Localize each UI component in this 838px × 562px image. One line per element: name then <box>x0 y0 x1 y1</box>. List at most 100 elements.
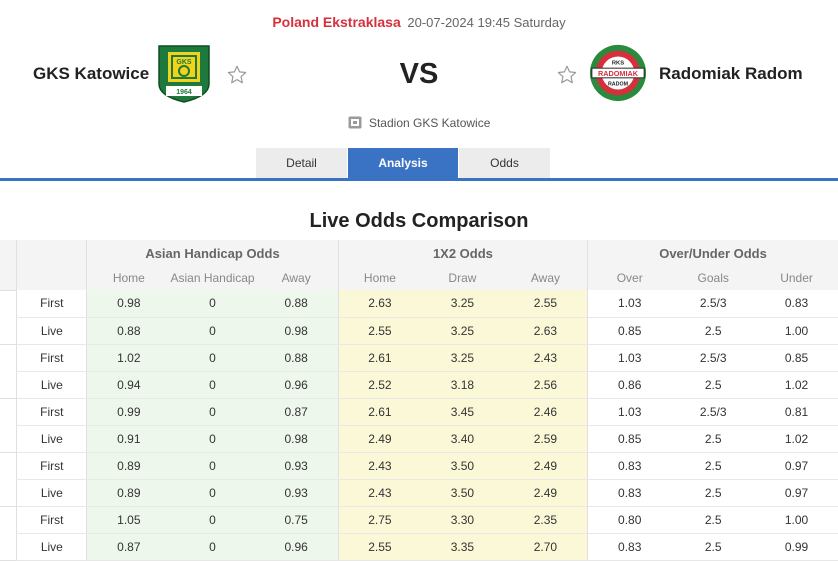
x12-home-odds[interactable]: 2.61 <box>337 344 422 372</box>
favorite-home-star-icon[interactable] <box>226 64 248 86</box>
ou-under-odds[interactable]: 1.02 <box>755 425 838 453</box>
odds-row[interactable]: First 0.99 0 0.87 2.61 3.45 2.46 1.03 2.5/3 0.81 <box>0 397 838 426</box>
x12-draw-odds[interactable]: 3.25 <box>421 317 504 345</box>
odds-row[interactable]: Live 0.91 0 0.98 2.49 3.40 2.59 0.85 2.5 1.02 <box>0 425 838 453</box>
ou-under-odds[interactable]: 1.00 <box>755 317 838 345</box>
ah-handicap-line[interactable]: 0 <box>170 344 255 372</box>
x12-away-odds[interactable]: 2.59 <box>503 425 588 453</box>
odds-row[interactable]: Live 0.88 0 0.98 2.55 3.25 2.63 0.85 2.5 1.00 <box>0 317 838 345</box>
ah-handicap-line[interactable]: 0 <box>170 479 255 507</box>
home-team-name[interactable]: GKS Katowice <box>33 64 150 83</box>
ou-under-odds[interactable]: 0.97 <box>755 452 838 480</box>
ou-goals-line[interactable]: 2.5 <box>671 371 756 399</box>
x12-away-odds[interactable]: 2.56 <box>503 371 588 399</box>
tab-analysis[interactable]: Analysis <box>348 148 458 178</box>
ou-over-odds[interactable]: 1.03 <box>587 398 672 426</box>
favorite-away-star-icon[interactable] <box>556 64 578 86</box>
away-team-name[interactable]: Radomiak Radom <box>659 64 803 83</box>
ah-home-odds[interactable]: 1.05 <box>86 506 171 534</box>
ah-home-odds[interactable]: 0.98 <box>86 290 171 318</box>
ou-over-odds[interactable]: 0.83 <box>587 452 672 480</box>
ou-goals-line[interactable]: 2.5/3 <box>671 398 756 426</box>
ou-under-odds[interactable]: 1.02 <box>755 371 838 399</box>
ou-over-odds[interactable]: 0.85 <box>587 317 672 345</box>
x12-draw-odds[interactable]: 3.50 <box>421 452 504 480</box>
x12-draw-odds[interactable]: 3.25 <box>421 290 504 318</box>
ou-under-odds[interactable]: 0.85 <box>755 344 838 372</box>
x12-home-odds[interactable]: 2.61 <box>337 398 422 426</box>
ah-handicap-line[interactable]: 0 <box>170 290 255 318</box>
x12-home-odds[interactable]: 2.55 <box>337 533 422 561</box>
ou-goals-line[interactable]: 2.5/3 <box>671 344 756 372</box>
ah-home-odds[interactable]: 0.94 <box>86 371 171 399</box>
ou-goals-line[interactable]: 2.5 <box>671 425 756 453</box>
odds-row[interactable]: First 0.98 0 0.88 2.63 3.25 2.55 1.03 2.5/3 0.83 <box>0 289 838 318</box>
x12-away-odds[interactable]: 2.43 <box>503 344 588 372</box>
ou-over-odds[interactable]: 0.83 <box>587 479 672 507</box>
x12-draw-odds[interactable]: 3.40 <box>421 425 504 453</box>
ah-handicap-line[interactable]: 0 <box>170 398 255 426</box>
odds-row[interactable]: Live 0.87 0 0.96 2.55 3.35 2.70 0.83 2.5 0.99 <box>0 533 838 561</box>
away-team-logo[interactable]: RKS RADOMIAK RADOM <box>588 43 648 103</box>
ah-home-odds[interactable]: 0.87 <box>86 533 171 561</box>
x12-home-odds[interactable]: 2.43 <box>337 479 422 507</box>
ou-over-odds[interactable]: 0.85 <box>587 425 672 453</box>
ou-goals-line[interactable]: 2.5/3 <box>671 290 756 318</box>
x12-draw-odds[interactable]: 3.50 <box>421 479 504 507</box>
ou-under-odds[interactable]: 1.00 <box>755 506 838 534</box>
ou-over-odds[interactable]: 1.03 <box>587 344 672 372</box>
x12-home-odds[interactable]: 2.55 <box>337 317 422 345</box>
ou-goals-line[interactable]: 2.5 <box>671 533 756 561</box>
ou-goals-line[interactable]: 2.5 <box>671 479 756 507</box>
ah-handicap-line[interactable]: 0 <box>170 506 255 534</box>
x12-away-odds[interactable]: 2.49 <box>503 452 588 480</box>
odds-row[interactable]: First 0.89 0 0.93 2.43 3.50 2.49 0.83 2.5 0.97 <box>0 451 838 480</box>
x12-home-odds[interactable]: 2.49 <box>337 425 422 453</box>
ah-away-odds[interactable]: 0.98 <box>254 425 339 453</box>
ah-handicap-line[interactable]: 0 <box>170 317 255 345</box>
x12-home-odds[interactable]: 2.43 <box>337 452 422 480</box>
ah-away-odds[interactable]: 0.96 <box>254 533 339 561</box>
ou-under-odds[interactable]: 0.97 <box>755 479 838 507</box>
ah-home-odds[interactable]: 0.91 <box>86 425 171 453</box>
odds-row[interactable]: First 1.02 0 0.88 2.61 3.25 2.43 1.03 2.5/3 0.85 <box>0 343 838 372</box>
ou-over-odds[interactable]: 0.83 <box>587 533 672 561</box>
ou-goals-line[interactable]: 2.5 <box>671 317 756 345</box>
ah-away-odds[interactable]: 0.87 <box>254 398 339 426</box>
x12-away-odds[interactable]: 2.49 <box>503 479 588 507</box>
tab-odds[interactable]: Odds <box>459 148 550 178</box>
x12-home-odds[interactable]: 2.63 <box>337 290 422 318</box>
x12-home-odds[interactable]: 2.75 <box>337 506 422 534</box>
ou-under-odds[interactable]: 0.83 <box>755 290 838 318</box>
x12-draw-odds[interactable]: 3.25 <box>421 344 504 372</box>
ah-handicap-line[interactable]: 0 <box>170 452 255 480</box>
ah-away-odds[interactable]: 0.98 <box>254 317 339 345</box>
ah-away-odds[interactable]: 0.96 <box>254 371 339 399</box>
ah-home-odds[interactable]: 0.89 <box>86 452 171 480</box>
ah-handicap-line[interactable]: 0 <box>170 371 255 399</box>
ah-home-odds[interactable]: 0.99 <box>86 398 171 426</box>
x12-draw-odds[interactable]: 3.45 <box>421 398 504 426</box>
ou-goals-line[interactable]: 2.5 <box>671 452 756 480</box>
ah-away-odds[interactable]: 0.88 <box>254 344 339 372</box>
odds-row[interactable]: Live 0.94 0 0.96 2.52 3.18 2.56 0.86 2.5 1.02 <box>0 371 838 399</box>
ah-home-odds[interactable]: 0.88 <box>86 317 171 345</box>
ah-away-odds[interactable]: 0.88 <box>254 290 339 318</box>
ou-under-odds[interactable]: 0.99 <box>755 533 838 561</box>
x12-draw-odds[interactable]: 3.30 <box>421 506 504 534</box>
home-team-logo[interactable]: GKS 1964 <box>156 44 212 104</box>
x12-draw-odds[interactable]: 3.35 <box>421 533 504 561</box>
ou-under-odds[interactable]: 0.81 <box>755 398 838 426</box>
x12-away-odds[interactable]: 2.35 <box>503 506 588 534</box>
ah-away-odds[interactable]: 0.93 <box>254 479 339 507</box>
odds-row[interactable]: Live 0.89 0 0.93 2.43 3.50 2.49 0.83 2.5 0.97 <box>0 479 838 507</box>
ah-away-odds[interactable]: 0.93 <box>254 452 339 480</box>
x12-away-odds[interactable]: 2.70 <box>503 533 588 561</box>
ou-over-odds[interactable]: 0.80 <box>587 506 672 534</box>
tab-detail[interactable]: Detail <box>256 148 347 178</box>
odds-row[interactable]: First 1.05 0 0.75 2.75 3.30 2.35 0.80 2.5 1.00 <box>0 505 838 534</box>
ah-home-odds[interactable]: 1.02 <box>86 344 171 372</box>
ou-over-odds[interactable]: 0.86 <box>587 371 672 399</box>
ah-home-odds[interactable]: 0.89 <box>86 479 171 507</box>
ah-handicap-line[interactable]: 0 <box>170 533 255 561</box>
